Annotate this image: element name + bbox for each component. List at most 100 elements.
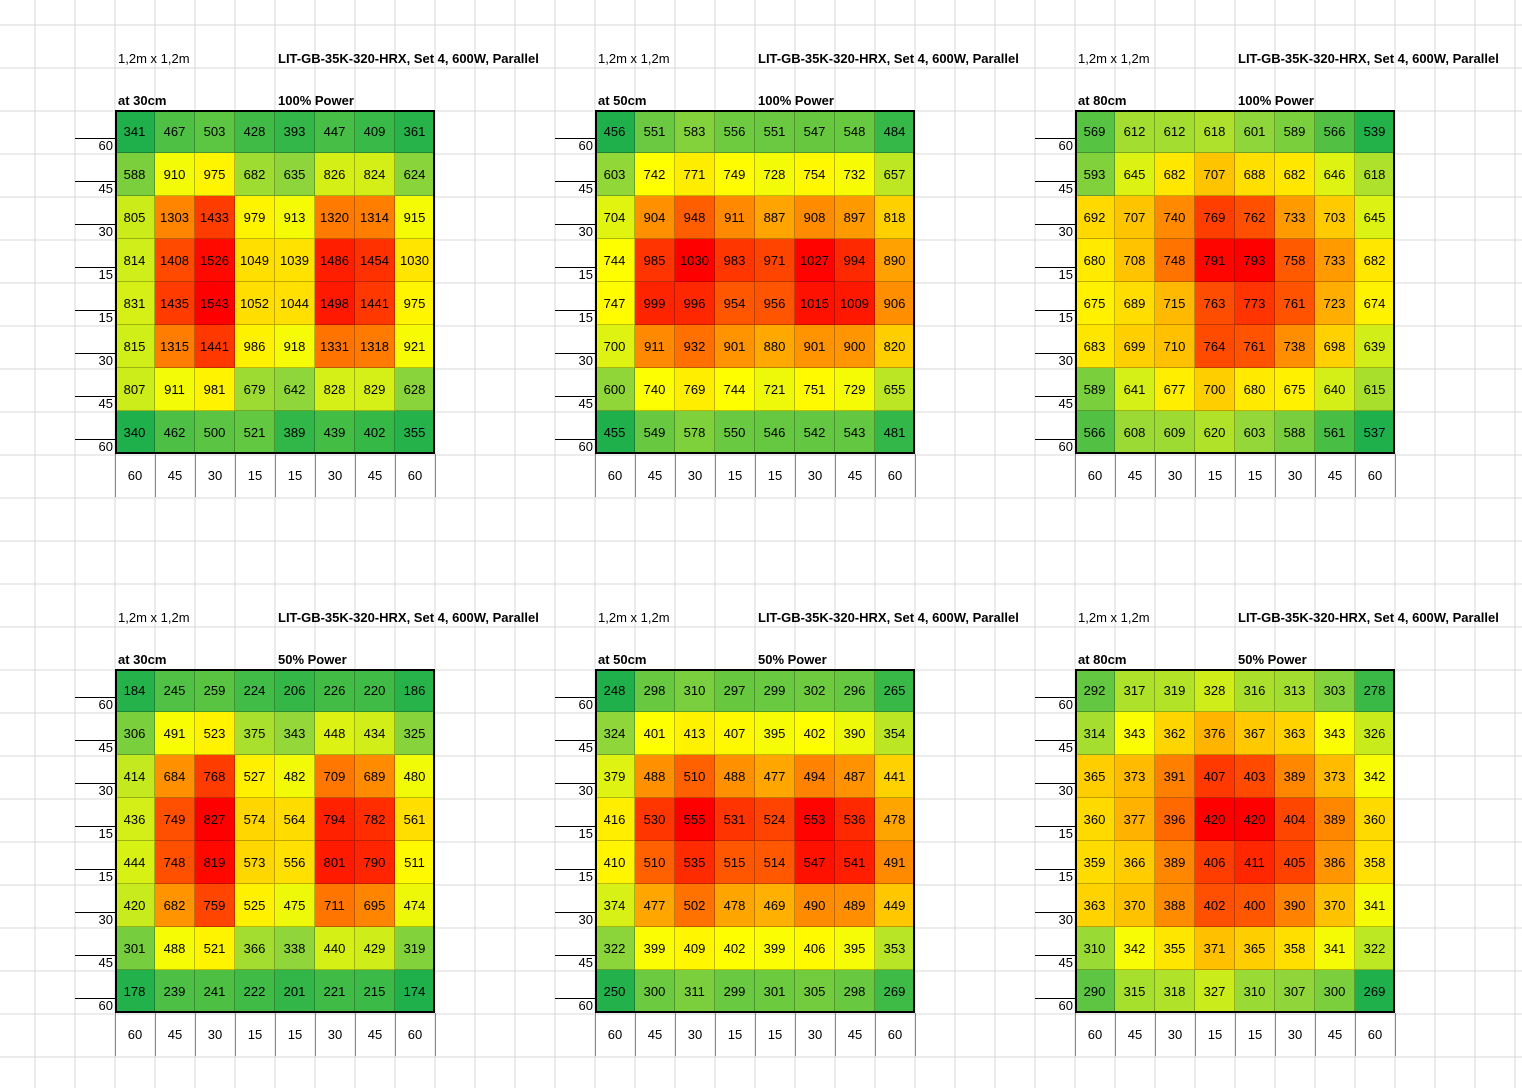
column-separator [1235, 1013, 1236, 1056]
heatmap-cell: 831 [115, 282, 155, 325]
heatmap-cell: 769 [675, 368, 715, 411]
heatmap-cell: 761 [1275, 282, 1315, 325]
heatmap-cell: 362 [1155, 712, 1195, 755]
column-label: 30 [1287, 1027, 1303, 1042]
heatmap-cell: 918 [275, 325, 315, 368]
heatmap-cell: 768 [195, 755, 235, 798]
heatmap-cell: 531 [715, 798, 755, 841]
heatmap-cell: 733 [1315, 239, 1355, 282]
heatmap-cell: 367 [1235, 712, 1275, 755]
heatmap-cell: 269 [875, 970, 915, 1013]
heatmap-cell: 915 [395, 196, 435, 239]
model-label: LIT-GB-35K-320-HRX, Set 4, 600W, Paralle… [758, 51, 1019, 66]
column-label: 45 [167, 1027, 183, 1042]
heatmap-cell: 341 [1355, 884, 1395, 927]
heatmap-cell: 315 [1115, 970, 1155, 1013]
column-label: 60 [1087, 1027, 1103, 1042]
column-separator [915, 454, 916, 497]
row-label: 15 [98, 869, 113, 884]
heatmap-cell: 343 [1315, 712, 1355, 755]
column-label: 45 [647, 1027, 663, 1042]
heatmap-cell: 221 [315, 970, 355, 1013]
heatmap-cell: 370 [1315, 884, 1355, 927]
heatmap-cell: 456 [595, 110, 635, 153]
heatmap-cell: 174 [395, 970, 435, 1013]
heatmap-cell: 1498 [315, 282, 355, 325]
heatmap-cell: 566 [1075, 411, 1115, 454]
heatmap-cell: 824 [355, 153, 395, 196]
row-label: 60 [578, 439, 593, 454]
row-label-tick [555, 310, 595, 311]
model-label: LIT-GB-35K-320-HRX, Set 4, 600W, Paralle… [758, 610, 1019, 625]
heatmap-cell: 278 [1355, 669, 1395, 712]
row-label-tick [1035, 955, 1075, 956]
heatmap-cell: 588 [115, 153, 155, 196]
heatmap-cell: 1543 [195, 282, 235, 325]
heatmap-cell: 754 [795, 153, 835, 196]
heatmap-cell: 361 [395, 110, 435, 153]
heatmap-cell: 265 [875, 669, 915, 712]
heatmap-cell: 484 [875, 110, 915, 153]
heatmap-cell: 359 [1075, 841, 1115, 884]
power-label: 100% Power [758, 93, 834, 108]
heatmap-cell: 436 [115, 798, 155, 841]
heatmap-cell: 389 [1315, 798, 1355, 841]
column-label: 60 [1367, 1027, 1383, 1042]
row-label-tick [1035, 224, 1075, 225]
row-label-tick [1035, 267, 1075, 268]
column-label: 30 [687, 468, 703, 483]
column-separator [595, 1013, 596, 1056]
heatmap-cell: 481 [875, 411, 915, 454]
area-label: 1,2m x 1,2m [118, 610, 190, 625]
row-label-tick [1035, 181, 1075, 182]
heatmap-cell: 564 [275, 798, 315, 841]
row-label: 30 [1058, 912, 1073, 927]
heatmap-cell: 409 [355, 110, 395, 153]
heatmap-cell: 932 [675, 325, 715, 368]
row-label-tick [75, 396, 115, 397]
column-separator [315, 454, 316, 497]
heatmap-cell: 1039 [275, 239, 315, 282]
heatmap-cell: 688 [1235, 153, 1275, 196]
heatmap-cell: 906 [875, 282, 915, 325]
column-separator [675, 1013, 676, 1056]
heatmap-cell: 358 [1275, 927, 1315, 970]
heatmap-cell: 374 [595, 884, 635, 927]
heatmap-cell: 983 [715, 239, 755, 282]
heatmap-cell: 354 [875, 712, 915, 755]
heatmap-cell: 313 [1275, 669, 1315, 712]
heatmap-cell: 698 [1315, 325, 1355, 368]
heatmap-cell: 400 [1235, 884, 1275, 927]
heatmap-cell: 370 [1115, 884, 1155, 927]
heatmap-cell: 406 [1195, 841, 1235, 884]
heatmap-cell: 738 [1275, 325, 1315, 368]
heatmap-cell: 1015 [795, 282, 835, 325]
heatmap-cell: 805 [115, 196, 155, 239]
heatmap-cell: 340 [115, 411, 155, 454]
heatmap-cell: 682 [1275, 153, 1315, 196]
heatmap-cell: 401 [635, 712, 675, 755]
heatmap-cell: 186 [395, 669, 435, 712]
heatmap-cell: 524 [755, 798, 795, 841]
heatmap-cell: 355 [1155, 927, 1195, 970]
column-separator [395, 1013, 396, 1056]
heatmap-cell: 343 [1115, 712, 1155, 755]
heatmap-cell: 404 [1275, 798, 1315, 841]
heatmap-panel: 1,2m x 1,2m LIT-GB-35K-320-HRX, Set 4, 60… [75, 609, 555, 1079]
heatmap-cell: 589 [1275, 110, 1315, 153]
column-label: 15 [727, 1027, 743, 1042]
row-label: 45 [1058, 181, 1073, 196]
column-label: 15 [1207, 468, 1223, 483]
area-label: 1,2m x 1,2m [1078, 51, 1150, 66]
row-label: 45 [98, 181, 113, 196]
power-label: 50% Power [758, 652, 827, 667]
column-separator [435, 454, 436, 497]
heatmap-cell: 515 [715, 841, 755, 884]
row-label-tick [1035, 826, 1075, 827]
heatmap-cell: 975 [195, 153, 235, 196]
column-separator [155, 454, 156, 497]
heatmap-cell: 762 [1235, 196, 1275, 239]
heatmap-cell: 488 [635, 755, 675, 798]
row-label-tick [555, 267, 595, 268]
heatmap-cell: 395 [835, 927, 875, 970]
